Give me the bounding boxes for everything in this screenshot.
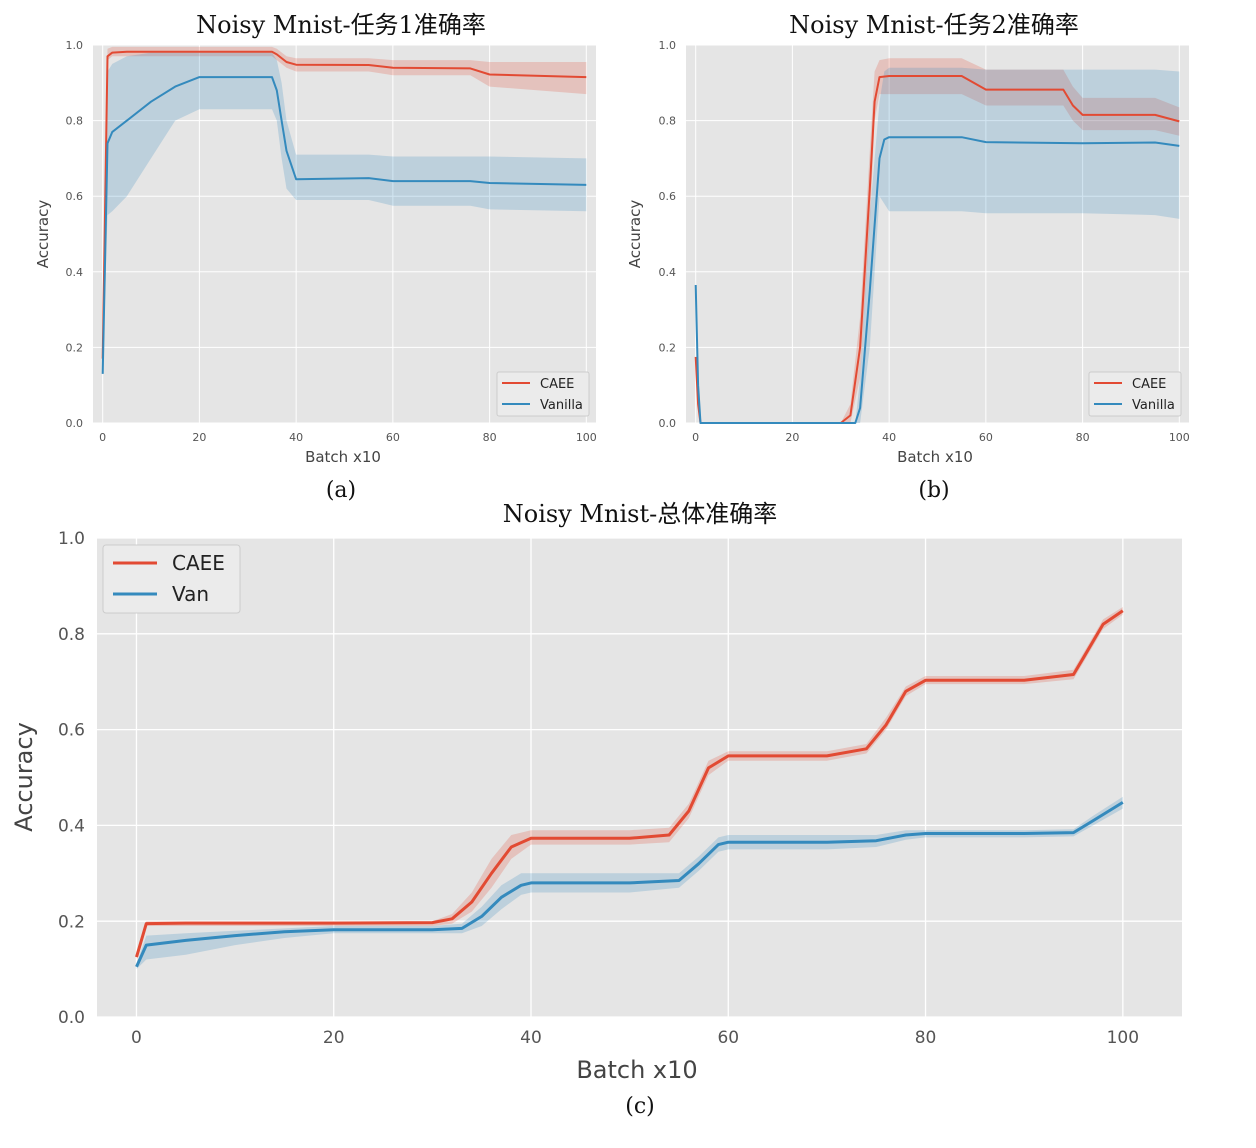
y-tick-label: 0.4 <box>66 266 84 279</box>
y-tick-label: 0.6 <box>58 721 85 741</box>
y-tick-label: 1.0 <box>66 39 84 52</box>
y-tick-label: 0.2 <box>58 912 85 932</box>
x-tick-label: 20 <box>785 431 799 444</box>
x-axis-label: Batch x10 <box>305 448 381 466</box>
x-tick-label: 60 <box>386 431 400 444</box>
chart-b: Noisy Mnist-任务2准确率 0 20 40 60 80 100 0.0 0.2 0.4… <box>626 11 1190 503</box>
band-vanilla <box>102 52 587 378</box>
x-tick-label: 40 <box>289 431 303 444</box>
plot-area <box>93 45 596 423</box>
line-vanilla <box>694 136 1180 424</box>
y-axis-label: Accuracy <box>34 200 52 269</box>
y-tick-label: 0.6 <box>66 190 84 203</box>
y-tick-label: 0.0 <box>659 417 677 430</box>
x-axis-label: Batch x10 <box>576 1056 697 1084</box>
chart-c: Noisy Mnist-总体准确率 0 20 40 60 80 100 0.0 0.2 0.4 0… <box>10 500 1182 1119</box>
legend: CAEE Van <box>102 544 241 614</box>
x-tick-label: 40 <box>520 1028 542 1048</box>
band-vanilla <box>695 67 1180 423</box>
x-tick-label: 60 <box>979 431 993 444</box>
y-tick-label: 0.2 <box>66 341 84 354</box>
x-tick-label: 100 <box>576 431 597 444</box>
caption: (c) <box>625 1094 655 1119</box>
y-tick-label: 0.2 <box>659 341 677 354</box>
line-van <box>135 801 1124 968</box>
legend-label-caee: CAEE <box>172 551 225 575</box>
y-tick-label: 0.0 <box>58 1008 85 1028</box>
chart-title: Noisy Mnist-任务2准确率 <box>789 11 1079 39</box>
plot-area <box>686 45 1189 423</box>
y-tick-label: 0.8 <box>58 625 85 645</box>
caption: (a) <box>326 478 356 503</box>
legend-label-caee: CAEE <box>1132 377 1166 392</box>
x-tick-label: 0 <box>99 431 106 444</box>
y-tick-label: 1.0 <box>58 529 85 549</box>
line-vanilla <box>101 76 587 374</box>
y-axis-label: Accuracy <box>626 200 644 269</box>
y-tick-label: 0.0 <box>66 417 84 430</box>
line-caee <box>101 50 587 359</box>
x-tick-label: 0 <box>692 431 699 444</box>
x-tick-label: 100 <box>1169 431 1190 444</box>
legend-label-caee: CAEE <box>540 377 574 392</box>
x-tick-label: 20 <box>192 431 206 444</box>
y-tick-label: 0.4 <box>659 266 677 279</box>
plot-area <box>97 538 1182 1017</box>
x-tick-label: 40 <box>882 431 896 444</box>
legend-label-van: Van <box>172 582 209 606</box>
chart-title: Noisy Mnist-任务1准确率 <box>196 11 486 39</box>
legend: CAEE Vanilla <box>1088 371 1182 417</box>
x-axis-label: Batch x10 <box>897 448 973 466</box>
y-tick-label: 0.4 <box>58 817 85 837</box>
y-tick-label: 1.0 <box>659 39 677 52</box>
y-tick-label: 0.6 <box>659 190 677 203</box>
x-tick-label: 80 <box>1076 431 1090 444</box>
band-caee <box>102 46 587 367</box>
x-tick-label: 60 <box>717 1028 739 1048</box>
x-tick-label: 0 <box>131 1028 142 1048</box>
line-caee <box>135 609 1124 958</box>
y-axis-label: Accuracy <box>10 722 38 832</box>
y-tick-label: 0.8 <box>659 115 677 128</box>
x-tick-label: 20 <box>323 1028 345 1048</box>
chart-a: Noisy Mnist-任务1准确率 0 20 40 60 80 100 0.0 0.2 0.4… <box>34 11 597 503</box>
x-tick-label: 80 <box>915 1028 937 1048</box>
x-tick-label: 80 <box>483 431 497 444</box>
chart-title: Noisy Mnist-总体准确率 <box>503 500 777 528</box>
x-tick-label: 100 <box>1107 1028 1139 1048</box>
legend-label-vanilla: Vanilla <box>1132 398 1175 413</box>
legend-label-vanilla: Vanilla <box>540 398 583 413</box>
legend: CAEE Vanilla <box>496 371 590 417</box>
y-tick-label: 0.8 <box>66 115 84 128</box>
caption: (b) <box>918 478 949 503</box>
